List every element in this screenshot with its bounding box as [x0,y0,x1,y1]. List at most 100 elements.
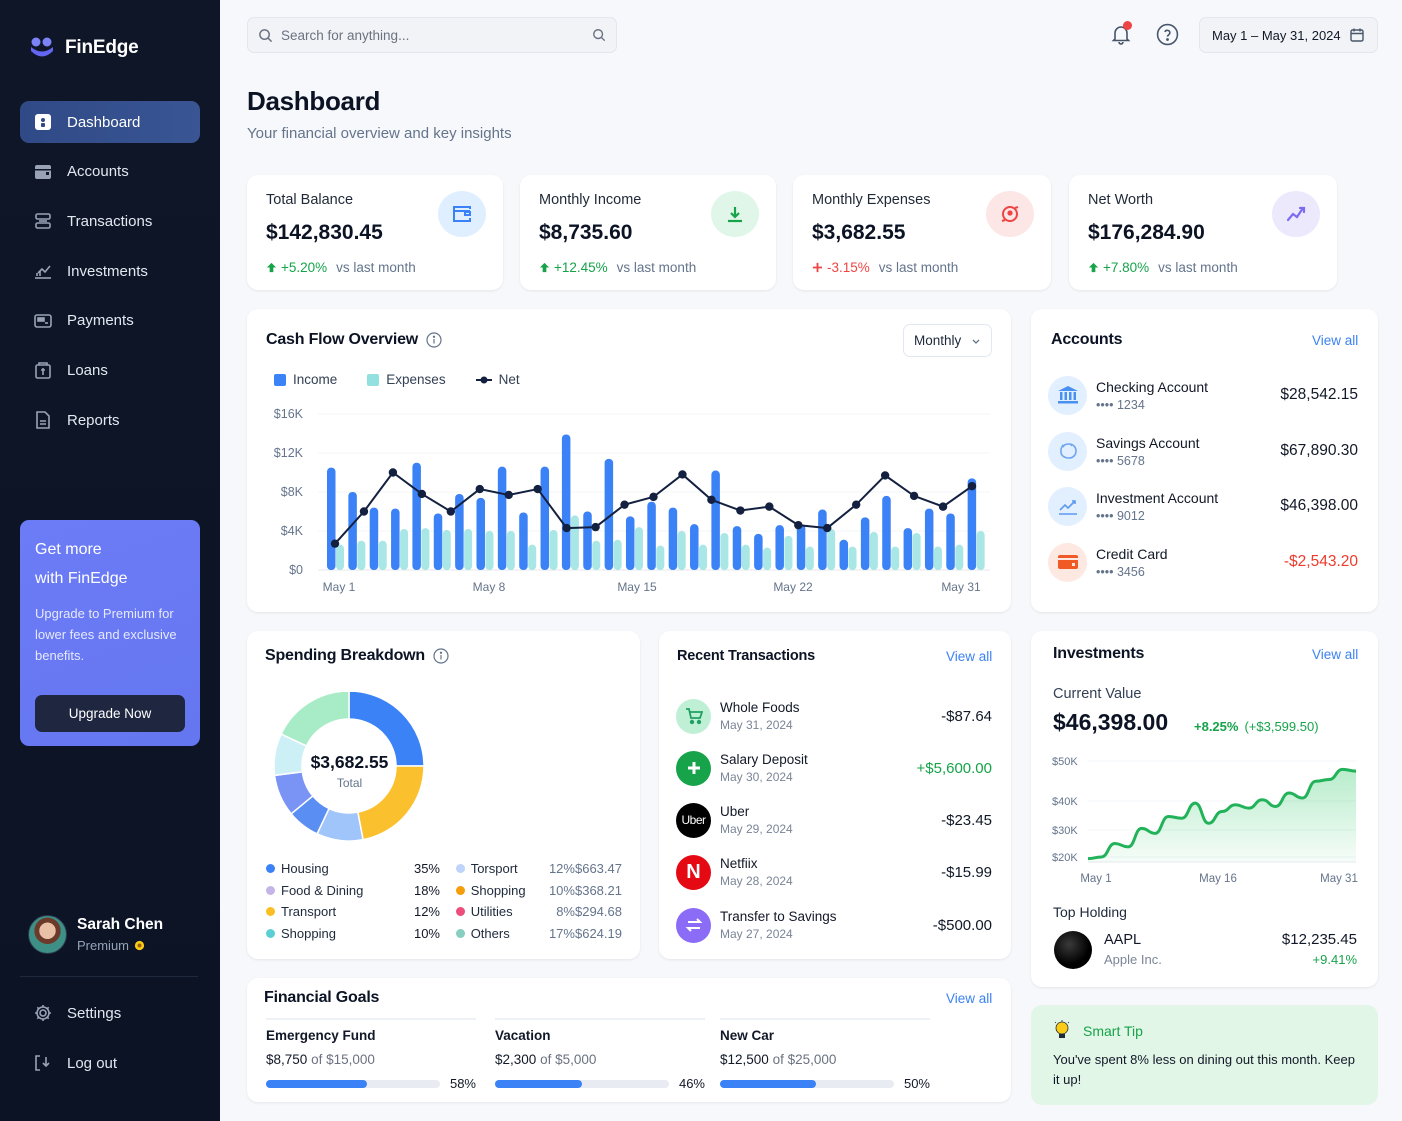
spending-title-text: Spending Breakdown [265,647,425,664]
user-profile[interactable]: Sarah Chen Premium [28,915,163,954]
bank-icon [1057,386,1078,404]
notifications-button[interactable] [1108,20,1133,48]
goal-progress-bar [266,1079,440,1088]
transaction-row[interactable]: Whole Foods May 31, 2024 -$87.64 [676,696,992,736]
sidebar-item-investments[interactable]: Investments [20,250,200,292]
cash-flow-title-text: Cash Flow Overview [266,331,419,348]
stat-label: Monthly Income [539,192,642,208]
stat-change: +12.45% [554,260,608,275]
uber-logo: Uber [676,802,711,838]
sidebar-item-label: Investments [67,262,148,280]
wallet-icon [35,164,51,179]
stat-value: $142,830.45 [266,221,383,244]
arrow-up-icon [266,262,277,273]
piggy-icon-wrap [1048,431,1087,471]
goal-vacation[interactable]: Vacation $2,300 of $5,000 46% [495,1018,705,1091]
goal-name: New Car [720,1028,775,1043]
current-value: $46,398.00 [1053,709,1169,735]
sidebar-item-reports[interactable]: Reports [20,399,200,441]
search-submit-icon[interactable] [592,28,606,42]
netflix-logo: N [676,854,711,890]
help-button[interactable] [1155,20,1180,48]
cash-flow-chart: $0 $4K $8K $12K $16K May 1 May 8 May 15 May 22 Ma… [274,407,990,594]
transaction-row[interactable]: Salary Deposit May 30, 2024 +$5,600.00 [676,748,992,788]
stat-icon-wrap [711,191,759,237]
period-select[interactable]: Monthly [903,324,992,357]
legend-income: Income [274,372,337,387]
goal-emergency-fund[interactable]: Emergency Fund $8,750 of $15,000 58% [266,1018,476,1091]
sidebar: FinEdge Dashboard Accounts Transactions … [0,0,220,1121]
accounts-view-all-link[interactable]: View all [1312,333,1359,348]
transactions-view-all-link[interactable]: View all [946,649,993,664]
sidebar-nav: Dashboard Accounts Transactions Investme… [20,101,200,449]
donut-total-label: Total [336,776,363,790]
sidebar-item-loans[interactable]: Loans [20,349,200,391]
stat-value: $176,284.90 [1088,221,1205,244]
account-balance: $28,542.15 [1280,386,1358,403]
transaction-row[interactable]: Transfer to Savings May 27, 2024 -$500.00 [676,905,992,945]
spending-legend-item: Housing 35% [266,858,440,880]
svg-text:May 22: May 22 [773,580,813,594]
report-icon [36,411,50,429]
chevron-down-icon [972,339,980,344]
card-icon [34,313,52,328]
sidebar-item-payments[interactable]: Payments [20,300,200,342]
bank-icon-wrap [1048,375,1087,415]
transactions-icon [35,213,51,230]
gear-icon [35,1005,51,1021]
help-icon [1156,23,1179,45]
goals-view-all-link[interactable]: View all [946,991,993,1006]
goals-title: Financial Goals [264,989,380,1006]
sidebar-item-label: Payments [67,312,134,330]
premium-badge-icon [134,940,145,951]
lightbulb-icon [1054,1020,1070,1038]
upgrade-now-button[interactable]: Upgrade Now [35,695,185,732]
transfer-icon [685,918,702,932]
finedge-logo-icon [31,37,53,57]
goal-pct: 58% [449,1076,476,1091]
transaction-row[interactable]: N Netfiix May 28, 2024 -$15.99 [676,852,992,892]
sidebar-item-settings[interactable]: Settings [20,992,200,1034]
date-range-picker[interactable]: May 1 – May 31, 2024 [1199,17,1378,53]
stat-card-total-balance: Total Balance $142,830.45 +5.20% vs last… [247,175,503,290]
account-row-savings[interactable]: Savings Account •••• 5678 $67,890.30 [1048,429,1358,473]
stat-vs: vs last month [336,260,416,275]
account-row-credit-card[interactable]: Credit Card •••• 3456 -$2,543.20 [1048,540,1358,584]
transaction-name: Netfiix [720,856,758,871]
sidebar-item-logout[interactable]: Log out [20,1042,200,1084]
info-icon[interactable] [433,648,449,664]
account-row-checking[interactable]: Checking Account •••• 1234 $28,542.15 [1048,373,1358,417]
legend-net: Net [475,372,520,387]
transaction-row[interactable]: Uber Uber May 29, 2024 -$23.45 [676,800,992,840]
account-number: •••• 9012 [1096,508,1145,523]
logo[interactable]: FinEdge [29,36,139,60]
goal-progress-bar [495,1079,669,1088]
stat-icon-wrap [986,191,1034,237]
goal-pct: 46% [678,1076,705,1091]
goal-current: $2,300 [495,1052,537,1067]
stat-label: Net Worth [1088,192,1154,208]
upgrade-promo-card: Get more with FinEdge Upgrade to Premium… [20,520,200,746]
svg-text:May 31: May 31 [941,580,981,594]
account-number: •••• 3456 [1096,564,1145,579]
logout-icon [35,1055,50,1071]
sidebar-item-dashboard[interactable]: Dashboard [20,101,200,143]
spending-legend-left: Housing 35% Food & Dining 18% Transport 12% Sh… [266,858,440,944]
sidebar-item-accounts[interactable]: Accounts [20,151,200,193]
sidebar-item-transactions[interactable]: Transactions [20,200,200,242]
investments-view-all-link[interactable]: View all [1312,647,1359,662]
transactions-title: Recent Transactions [677,648,816,664]
search-input[interactable] [281,27,584,43]
info-icon[interactable] [426,332,442,348]
search-bar[interactable] [247,17,617,53]
goal-new-car[interactable]: New Car $12,500 of $25,000 50% [720,1018,930,1091]
plus-icon-wrap [676,750,711,786]
goal-name: Vacation [495,1028,551,1043]
svg-text:May 1: May 1 [323,580,356,594]
transaction-date: May 27, 2024 [720,927,793,941]
goal-current: $12,500 [720,1052,769,1067]
cash-flow-title: Cash Flow Overview [266,331,442,349]
account-row-investment[interactable]: Investment Account •••• 9012 $46,398.00 [1048,484,1358,528]
transaction-name: Transfer to Savings [720,909,837,924]
goal-name: Emergency Fund [266,1028,376,1043]
